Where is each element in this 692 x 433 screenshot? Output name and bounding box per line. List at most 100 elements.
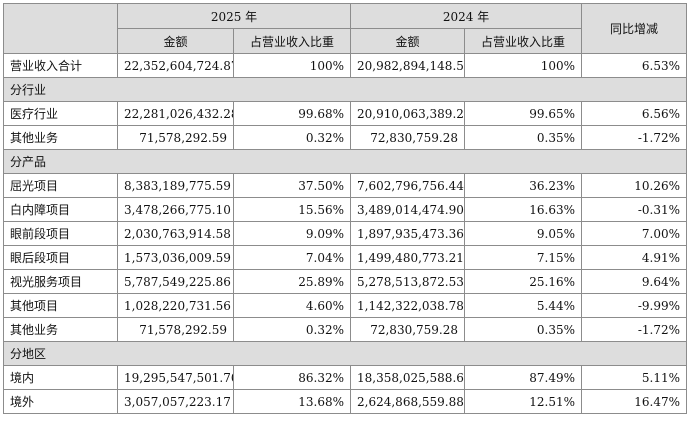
header-amount-2024: 金额	[350, 28, 466, 54]
cell-amount-2025: 19,295,547,501.70	[117, 365, 234, 390]
cell-yoy: 6.56%	[581, 101, 688, 126]
row-label: 医疗行业	[3, 101, 118, 126]
total-label: 营业收入合计	[3, 53, 118, 78]
total-row: 营业收入合计 22,352,604,724.87 100% 20,982,894…	[3, 53, 688, 78]
cell-yoy: -1.72%	[581, 125, 688, 150]
row-label: 境外	[3, 389, 118, 414]
table-row: 屈光项目 8,383,189,775.59 37.50% 7,602,796,756.…	[3, 173, 688, 198]
row-label: 其他项目	[3, 293, 118, 318]
row-label: 眼前段项目	[3, 221, 118, 246]
row-label: 视光服务项目	[3, 269, 118, 294]
row-label: 其他业务	[3, 125, 118, 150]
cell-ratio-2025: 15.56%	[232, 197, 352, 222]
table-row: 其他项目 1,028,220,731.56 4.60% 1,142,322,038.7…	[3, 293, 688, 318]
section-title: 分产品	[2, 149, 688, 174]
table-row: 医疗行业 22,281,026,432.28 99.68% 20,910,063,38…	[3, 101, 688, 126]
cell-ratio-2024: 36.23%	[464, 173, 583, 198]
cell-yoy: 5.11%	[581, 365, 688, 390]
cell-ratio-2024: 7.15%	[464, 245, 583, 270]
cell-amount-2025: 22,281,026,432.28	[117, 101, 234, 126]
cell-yoy: -1.72%	[581, 317, 688, 342]
section-title: 分行业	[2, 77, 688, 102]
cell-amount-2024: 1,142,322,038.78	[350, 293, 466, 318]
cell-ratio-2024: 0.35%	[464, 317, 583, 342]
cell-amount-2025: 2,030,763,914.58	[117, 221, 234, 246]
header-amount-2025: 金额	[117, 28, 234, 54]
table-row: 眼后段项目 1,573,036,009.59 7.04% 1,499,480,773.…	[3, 245, 688, 270]
cell-ratio-2025: 25.89%	[232, 269, 352, 294]
cell-amount-2024: 1,499,480,773.21	[350, 245, 466, 270]
cell-yoy: 7.00%	[581, 221, 688, 246]
cell-ratio-2024: 5.44%	[464, 293, 583, 318]
cell-ratio-2024: 87.49%	[464, 365, 583, 390]
cell-amount-2025: 71,578,292.59	[117, 317, 234, 342]
cell-ratio-2025: 13.68%	[232, 389, 352, 414]
cell-yoy: -0.31%	[581, 197, 688, 222]
row-label: 境内	[3, 365, 118, 390]
total-ratio-2024: 100%	[464, 53, 583, 78]
cell-amount-2024: 20,910,063,389.22	[350, 101, 466, 126]
table-row: 其他业务 71,578,292.59 0.32% 72,830,759.28 0.35%…	[3, 317, 688, 342]
header-year-2024: 2024 年	[350, 3, 583, 29]
header-row-years: 2025 年 2024 年 同比增减	[3, 3, 688, 54]
cell-ratio-2025: 0.32%	[232, 125, 352, 150]
cell-amount-2025: 1,028,220,731.56	[117, 293, 234, 318]
header-ratio-2024: 占营业收入比重	[464, 28, 583, 54]
header-blank-cell	[3, 3, 118, 54]
revenue-table-body: 2025 年 2024 年 同比增减 金额 占营业收入比重 金额 占营业收入比重…	[2, 3, 688, 414]
cell-ratio-2025: 86.32%	[232, 365, 352, 390]
section-header-row: 分产品	[2, 149, 688, 174]
revenue-table: 2025 年 2024 年 同比增减 金额 占营业收入比重 金额 占营业收入比重…	[2, 3, 688, 414]
cell-amount-2025: 5,787,549,225.86	[117, 269, 234, 294]
total-ratio-2025: 100%	[232, 53, 352, 78]
row-label: 眼后段项目	[3, 245, 118, 270]
section-header-row: 分行业	[2, 77, 688, 102]
cell-ratio-2024: 99.65%	[464, 101, 583, 126]
table-row: 眼前段项目 2,030,763,914.58 9.09% 1,897,935,473.…	[3, 221, 688, 246]
row-label: 其他业务	[3, 317, 118, 342]
cell-amount-2025: 3,057,057,223.17	[117, 389, 234, 414]
cell-ratio-2024: 9.05%	[464, 221, 583, 246]
cell-yoy: 4.91%	[581, 245, 688, 270]
cell-amount-2024: 5,278,513,872.53	[350, 269, 466, 294]
cell-amount-2024: 2,624,868,559.88	[350, 389, 466, 414]
header-row-columns: 金额 占营业收入比重 金额 占营业收入比重	[4, 28, 687, 54]
cell-ratio-2025: 7.04%	[232, 245, 352, 270]
total-amount-2025: 22,352,604,724.87	[117, 53, 234, 78]
cell-amount-2024: 7,602,796,756.44	[350, 173, 466, 198]
section-title: 分地区	[2, 341, 688, 366]
cell-ratio-2025: 99.68%	[232, 101, 352, 126]
cell-ratio-2024: 0.35%	[464, 125, 583, 150]
cell-amount-2024: 72,830,759.28	[350, 125, 466, 150]
cell-amount-2024: 1,897,935,473.36	[350, 221, 466, 246]
cell-yoy: 10.26%	[581, 173, 688, 198]
header-ratio-2025: 占营业收入比重	[232, 28, 352, 54]
cell-yoy: 16.47%	[581, 389, 688, 414]
cell-ratio-2025: 37.50%	[232, 173, 352, 198]
cell-ratio-2024: 16.63%	[464, 197, 583, 222]
cell-yoy: -9.99%	[581, 293, 688, 318]
total-yoy: 6.53%	[581, 53, 688, 78]
table-row: 视光服务项目 5,787,549,225.86 25.89% 5,278,513,87…	[3, 269, 688, 294]
table-row: 境内 19,295,547,501.70 86.32% 18,358,025,588.…	[3, 365, 688, 390]
header-year-2025: 2025 年	[116, 3, 352, 29]
cell-ratio-2024: 12.51%	[464, 389, 583, 414]
cell-amount-2025: 71,578,292.59	[117, 125, 234, 150]
total-amount-2024: 20,982,894,148.50	[350, 53, 466, 78]
cell-ratio-2024: 25.16%	[464, 269, 583, 294]
cell-ratio-2025: 0.32%	[232, 317, 352, 342]
cell-amount-2024: 3,489,014,474.90	[350, 197, 466, 222]
cell-amount-2024: 72,830,759.28	[350, 317, 466, 342]
table-row: 其他业务 71,578,292.59 0.32% 72,830,759.28 0.35%…	[3, 125, 688, 150]
cell-amount-2025: 8,383,189,775.59	[117, 173, 234, 198]
cell-amount-2025: 3,478,266,775.10	[117, 197, 234, 222]
header-yoy: 同比增减	[581, 3, 688, 54]
table-row: 境外 3,057,057,223.17 13.68% 2,624,868,559.88…	[3, 389, 688, 414]
row-label: 屈光项目	[3, 173, 118, 198]
cell-amount-2024: 18,358,025,588.62	[350, 365, 466, 390]
cell-amount-2025: 1,573,036,009.59	[117, 245, 234, 270]
row-label: 白内障项目	[3, 197, 118, 222]
cell-ratio-2025: 4.60%	[232, 293, 352, 318]
section-header-row: 分地区	[2, 341, 688, 366]
